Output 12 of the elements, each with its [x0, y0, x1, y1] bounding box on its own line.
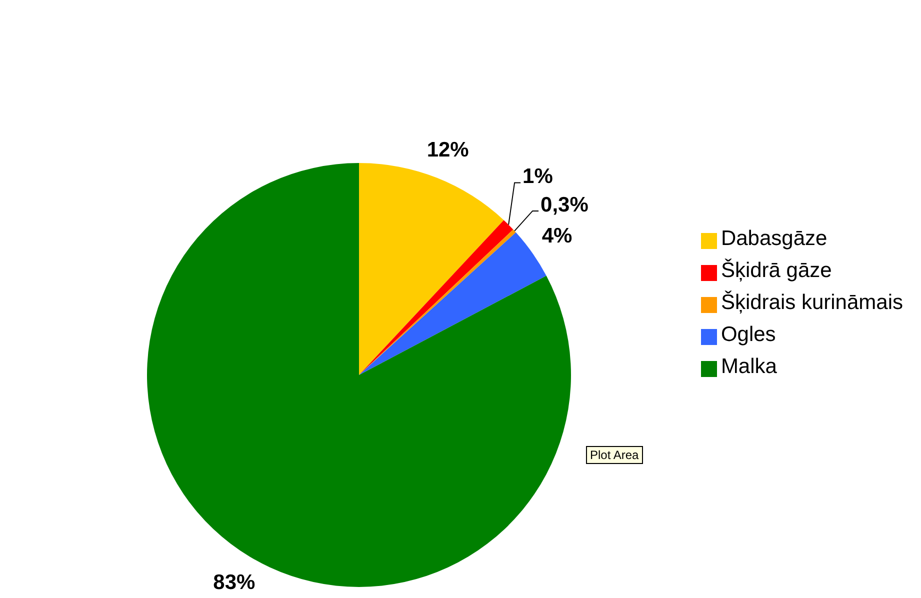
legend-label: Malka	[720, 355, 777, 378]
legend-label: Šķidrais kurināmais	[720, 291, 903, 314]
data-label: 1%	[522, 165, 554, 188]
text: Plot Area	[586, 446, 643, 464]
data-label: 12%	[426, 138, 470, 162]
data-label: 0,3%	[540, 193, 589, 216]
pie-slice	[359, 163, 504, 375]
legend-label: Dabasgāze	[720, 227, 828, 250]
legend-label: Ogles	[720, 323, 776, 346]
data-label: 83%	[213, 570, 256, 594]
legend-label: Šķidrā gāze	[720, 259, 832, 282]
data-label: 4%	[542, 224, 573, 248]
